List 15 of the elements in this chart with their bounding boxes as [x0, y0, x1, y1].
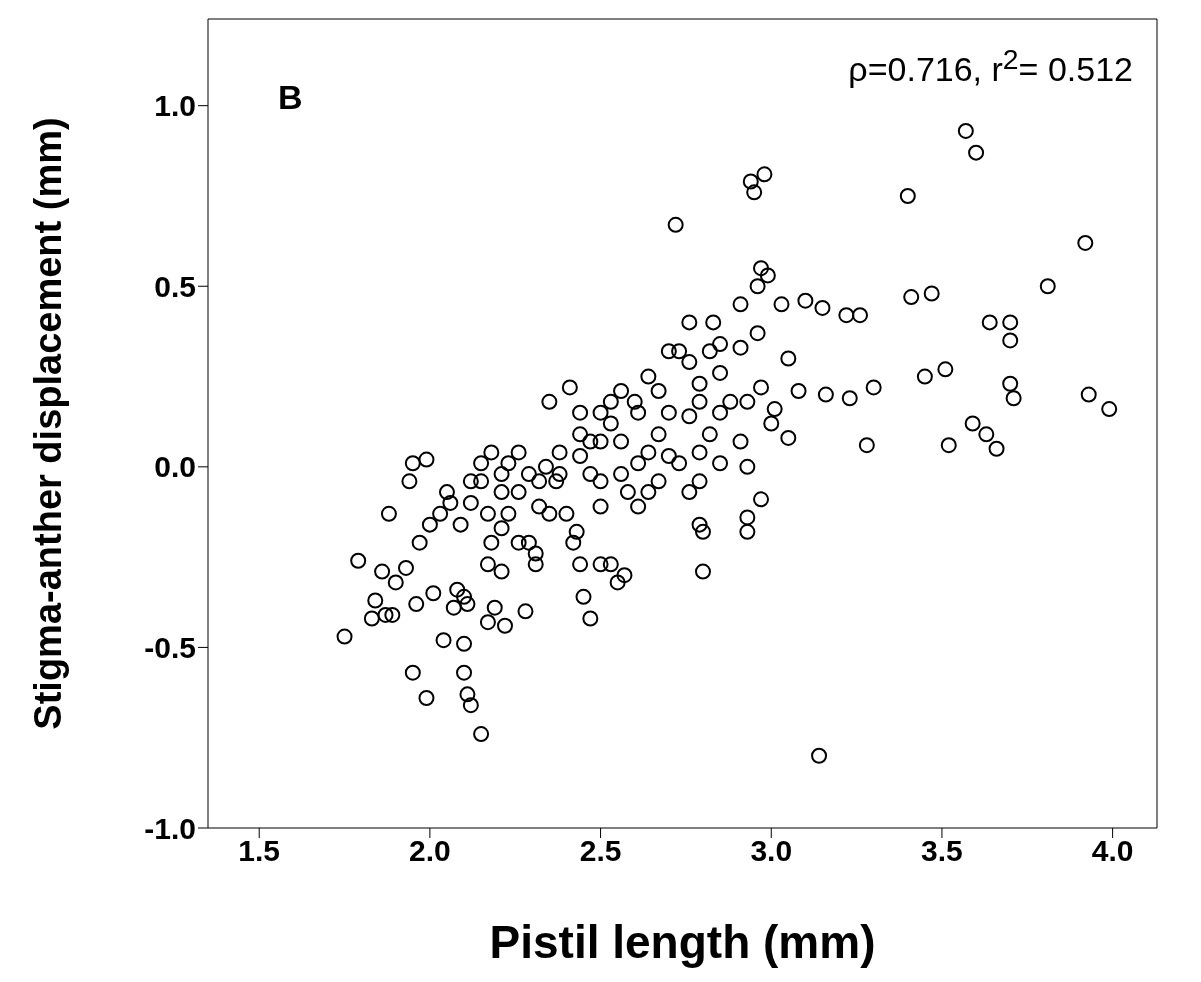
annotation: ρ=0.716, r$^{2}$= 0.512 — [848, 43, 1133, 90]
y-tick-label: -0.5 — [144, 631, 196, 665]
x-tick-label: 3.5 — [921, 834, 963, 868]
x-axis-title: Pistil length (mm) — [489, 916, 876, 968]
y-tick-label: 0.0 — [154, 450, 196, 484]
x-tick-label: 2.0 — [409, 834, 451, 868]
x-tick-label: 2.5 — [579, 834, 622, 868]
x-tick-label: 3.0 — [750, 834, 793, 868]
y-tick-label: -1.0 — [144, 811, 196, 845]
x-tick-label: 1.5 — [238, 834, 281, 868]
x-tick-label: 4.0 — [1091, 834, 1134, 868]
y-axis-title: Stigma-anther displacement (mm) — [27, 117, 70, 730]
y-tick-label: 0.5 — [154, 269, 196, 303]
y-tick-label: 1.0 — [154, 89, 196, 123]
annotation: B — [278, 78, 303, 117]
